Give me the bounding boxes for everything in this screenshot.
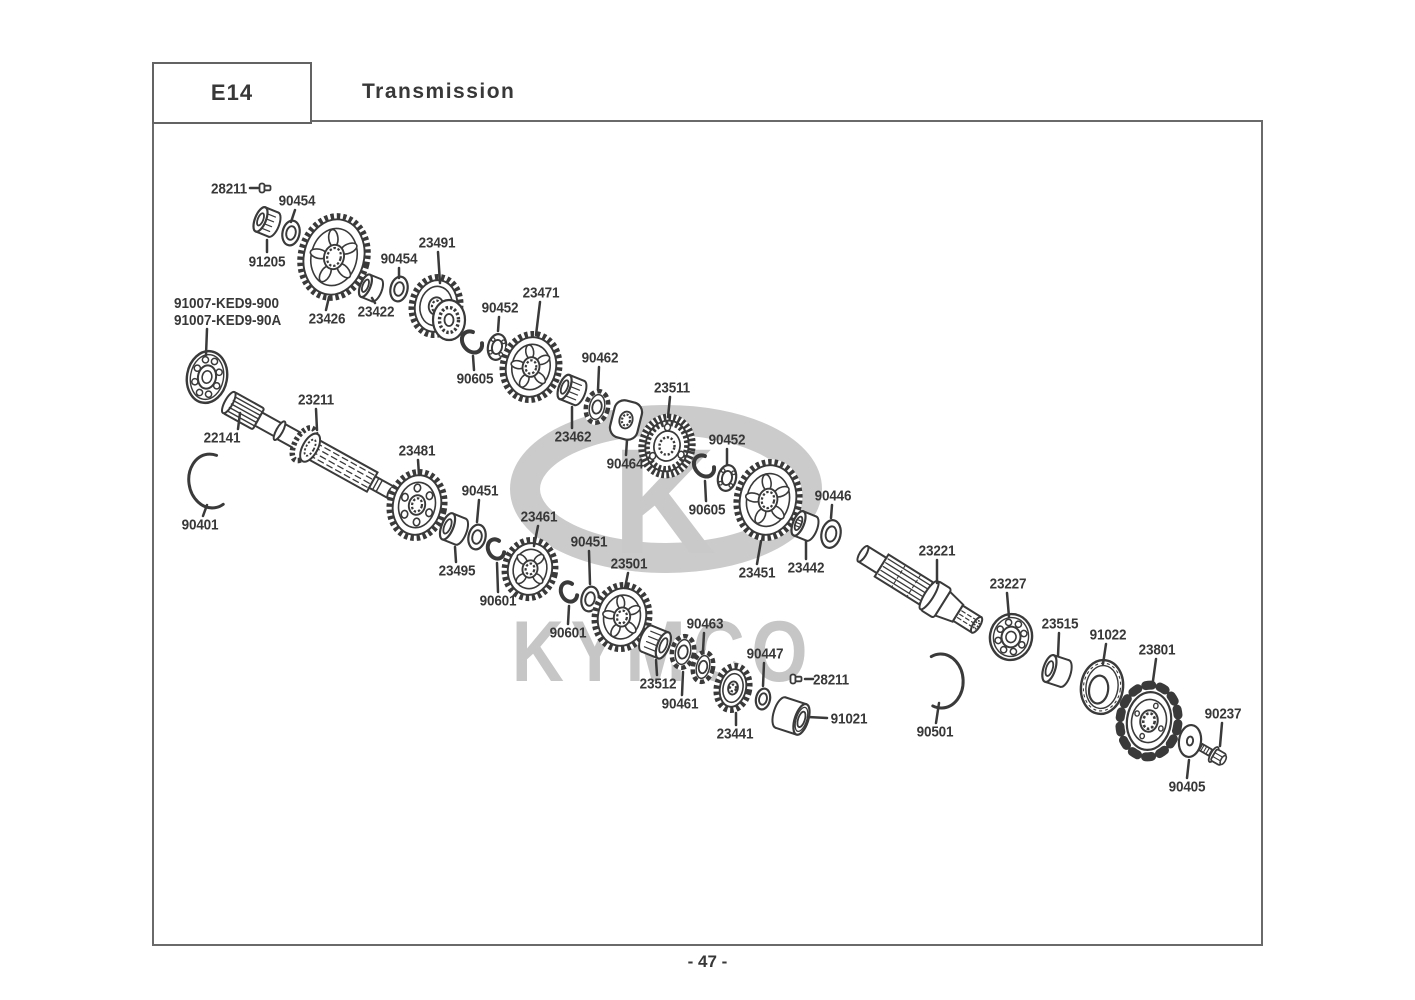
part-label-90405: 90405 (1168, 778, 1206, 796)
part-label-23495: 23495 (438, 562, 476, 580)
part-label-90605-a: 90605 (456, 370, 494, 388)
part-label-23461: 23461 (520, 508, 558, 526)
part-label-90401: 90401 (181, 516, 219, 534)
part-label-90454-b: 90454 (380, 250, 418, 268)
exploded-parts-art (185, 182, 1228, 780)
part-label-23801: 23801 (1138, 641, 1176, 659)
part-label-90454-a: 90454 (278, 192, 316, 210)
part-label-23422: 23422 (357, 303, 395, 321)
part-label-90451-b: 90451 (570, 533, 608, 551)
part-label-91021: 91021 (830, 710, 868, 728)
part-label-28211-b: 28211 (813, 671, 849, 689)
part-label-23501: 23501 (610, 555, 648, 573)
part-label-90452-b: 90452 (708, 431, 746, 449)
page-title: Transmission (362, 80, 516, 103)
part-label-23462: 23462 (554, 428, 592, 446)
part-label-91022: 91022 (1089, 626, 1127, 644)
part-label-90601-a: 90601 (479, 592, 517, 610)
part-label-23442: 23442 (787, 559, 825, 577)
part-label-90601-b: 90601 (549, 624, 587, 642)
part-label-90462: 90462 (581, 349, 619, 367)
page-number: - 47 - (687, 952, 728, 971)
part-label-90464: 90464 (606, 455, 644, 473)
part-label-90463: 90463 (686, 615, 724, 633)
part-label-23511: 23511 (654, 379, 690, 397)
part-label-23451: 23451 (738, 564, 776, 582)
part-label-23441: 23441 (716, 725, 754, 743)
part-label-23471: 23471 (522, 284, 560, 302)
part-label-90451-a: 90451 (461, 482, 499, 500)
part-label-22141: 22141 (203, 429, 241, 447)
part-label-90237: 90237 (1204, 705, 1242, 723)
part-label-23426: 23426 (308, 310, 346, 328)
part-label-23211: 23211 (298, 391, 334, 409)
part-label-90447: 90447 (746, 645, 784, 663)
part-label-90501: 90501 (916, 723, 954, 741)
part-label-23221: 23221 (918, 542, 956, 560)
part-label-91007-block: 91007-KED9-900 91007-KED9-90A (174, 295, 281, 329)
part-label-23491: 23491 (418, 234, 456, 252)
part-label-23227: 23227 (989, 575, 1027, 593)
part-label-23515: 23515 (1041, 615, 1079, 633)
section-code: E14 (210, 80, 254, 105)
part-label-91007-ked9-90a: 91007-KED9-90A (174, 312, 282, 329)
part-label-23481: 23481 (398, 442, 436, 460)
part-label-28211-a: 28211 (211, 180, 247, 198)
section-code-box: E14 (152, 62, 312, 124)
part-label-90446: 90446 (814, 487, 852, 505)
part-label-90452-a: 90452 (481, 299, 519, 317)
part-label-23512: 23512 (639, 675, 677, 693)
part-label-90605-b: 90605 (688, 501, 726, 519)
diagram-frame (152, 120, 1263, 946)
part-label-90461: 90461 (661, 695, 699, 713)
part-label-91007-ked9-900: 91007-KED9-900 (174, 295, 280, 312)
part-label-91205: 91205 (248, 253, 286, 271)
